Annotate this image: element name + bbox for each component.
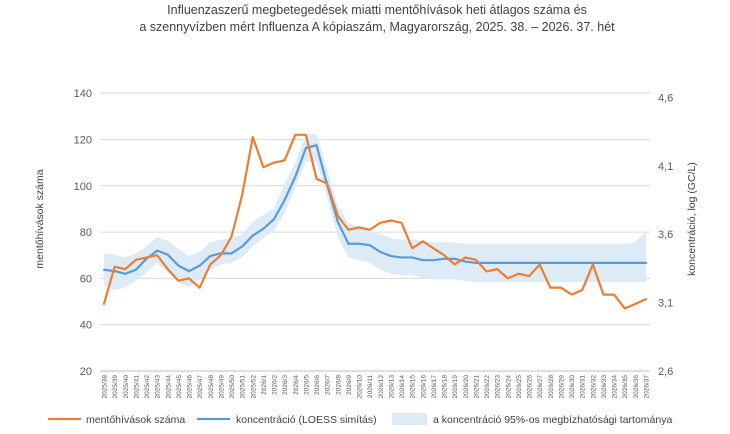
- x-tick-label: 2026/22: [484, 375, 491, 399]
- x-tick-label: 2025/51: [240, 375, 247, 399]
- x-tick-label: 2026/36: [633, 375, 640, 399]
- right-tick-label: 2,6: [658, 366, 673, 378]
- legend: mentőhívások száma koncentráció (LOESS s…: [48, 413, 672, 426]
- x-tick-label: 2026/14: [399, 375, 406, 399]
- x-tick-label: 2026/30: [569, 375, 576, 399]
- x-tick-label: 2026/27: [537, 375, 544, 399]
- series-line-calls: [102, 133, 648, 310]
- x-tick-label: 2026/8: [335, 375, 342, 395]
- x-tick-label: 2026/33: [601, 375, 608, 399]
- chart-title-line-1: Influenzaszerű megbetegedések miatti men…: [167, 3, 587, 17]
- legend-label-band: a koncentráció 95%-os megbízhatósági tar…: [433, 414, 672, 426]
- x-tick-label: 2025/41: [133, 375, 140, 399]
- x-tick-label: 2026/6: [314, 375, 321, 395]
- x-tick-label: 2026/26: [527, 375, 534, 399]
- x-tick-label: 2025/50: [229, 375, 236, 399]
- x-tick-label: 2026/19: [452, 375, 459, 399]
- left-y-axis: 20 40 60 80 100 120 140: [74, 88, 92, 378]
- x-tick-label: 2025/40: [123, 375, 130, 399]
- x-tick-label: 2026/1: [261, 375, 268, 395]
- x-tick-label: 2026/16: [420, 375, 427, 399]
- x-tick-label: 2026/20: [463, 375, 470, 399]
- right-tick-label: 4,1: [658, 161, 673, 173]
- x-tick-label: 2026/17: [431, 375, 438, 399]
- x-tick-label: 2025/46: [187, 375, 194, 399]
- left-tick-label: 140: [74, 88, 92, 100]
- x-tick-label: 2026/31: [580, 375, 587, 399]
- x-tick-label: 2025/39: [112, 375, 119, 399]
- series-layer: [102, 133, 648, 310]
- x-tick-label: 2026/13: [388, 375, 395, 399]
- x-tick-label: 2025/48: [208, 375, 215, 399]
- x-tick-label: 2026/32: [590, 375, 597, 399]
- left-tick-label: 120: [74, 134, 92, 146]
- x-tick-label: 2026/24: [505, 375, 512, 399]
- x-tick-label: 2025/38: [102, 375, 109, 399]
- x-tick-label: 2026/23: [495, 375, 502, 399]
- x-tick-label: 2026/10: [357, 375, 364, 399]
- confidence-band: [104, 134, 646, 291]
- x-tick-label: 2026/35: [622, 375, 629, 399]
- x-tick-label: 2026/21: [473, 375, 480, 399]
- x-tick-label: 2026/18: [442, 375, 449, 399]
- x-tick-label: 2026/34: [612, 375, 619, 399]
- x-tick-label: 2026/11: [367, 375, 374, 398]
- gridlines: [100, 92, 650, 372]
- left-tick-label: 40: [80, 320, 92, 332]
- chart-title-line-2: a szennyvízben mért Influenza A kópiaszá…: [139, 20, 615, 34]
- x-tick-label: 2026/29: [558, 375, 565, 399]
- left-tick-label: 80: [80, 227, 92, 239]
- legend-swatch-band: [392, 413, 427, 425]
- left-tick-label: 60: [80, 273, 92, 285]
- x-tick-label: 2025/43: [155, 375, 162, 399]
- x-tick-label: 2025/42: [144, 375, 151, 399]
- x-tick-label: 2026/3: [282, 375, 289, 395]
- x-tick-label: 2025/47: [197, 375, 204, 399]
- x-tick-label: 2026/15: [410, 375, 417, 399]
- x-tick-label: 2026/37: [644, 375, 651, 399]
- left-tick-label: 20: [80, 366, 92, 378]
- x-tick-label: 2026/12: [378, 375, 385, 399]
- x-axis: 2025/38 2025/39 2025/40 2025/41 2025/42 2025/…: [100, 370, 651, 399]
- right-tick-label: 3,6: [658, 229, 673, 241]
- legend-label-calls: mentőhívások száma: [86, 414, 185, 426]
- x-tick-label: 2026/25: [516, 375, 523, 399]
- x-tick-label: 2026/9: [346, 375, 353, 395]
- x-tick-label: 2025/45: [176, 375, 183, 399]
- x-tick-label: 2025/52: [250, 375, 257, 399]
- right-tick-label: 3,1: [658, 298, 673, 310]
- x-tick-label: 2025/44: [165, 375, 172, 399]
- right-axis-label: koncentráció, log (GC/L): [686, 162, 698, 276]
- confidence-band-layer: [104, 134, 646, 291]
- x-tick-label: 2025/49: [218, 375, 225, 399]
- right-y-axis: 2,6 3,1 3,6 4,1 4,6: [658, 92, 673, 378]
- left-axis-label: mentőhívások száma: [34, 169, 46, 268]
- x-tick-label: 2026/7: [325, 375, 332, 395]
- x-tick-label: 2026/2: [272, 375, 279, 395]
- x-tick-label: 2026/4: [293, 375, 300, 395]
- series-line-concentration: [102, 144, 648, 275]
- legend-label-concentration: koncentráció (LOESS simítás): [236, 414, 377, 426]
- x-tick-label: 2026/28: [548, 375, 555, 399]
- right-tick-label: 4,6: [658, 92, 673, 104]
- left-tick-label: 100: [74, 181, 92, 193]
- x-tick-label: 2026/5: [303, 375, 310, 395]
